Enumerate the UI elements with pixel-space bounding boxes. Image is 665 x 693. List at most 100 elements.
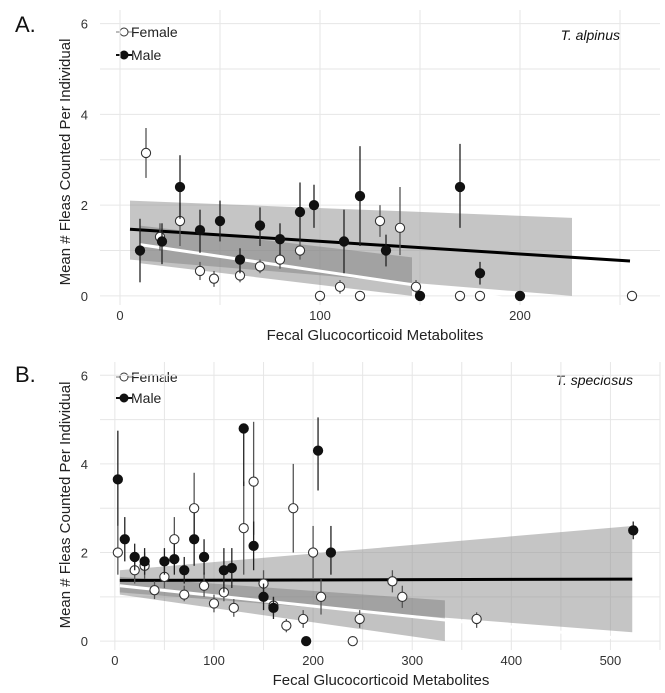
panel-b-x-tick-label: 0 [111,653,118,668]
panel-a-x-tick-label: 100 [309,308,331,323]
panel-a-point-female [314,290,326,302]
panel-a-point-female [194,265,206,277]
panel-b-point-female [149,585,160,596]
panel-b-point-male [159,556,170,567]
panel-b-point-female [189,503,200,514]
panel-b-point-male [198,551,210,563]
panel-a-ci-band-male [130,200,572,296]
panel-a-point-male [414,290,426,302]
panel-b-y-tick-label: 2 [81,546,88,561]
panel-b-point-female [248,476,259,487]
panel-a-fit-line-male [129,227,631,263]
panel-a-point-female [374,215,386,227]
panel-a-y-tick-label: 4 [81,107,88,122]
panel-b-point-female [228,602,239,614]
panel-b-y-tick-label: 4 [81,457,88,472]
panel-b-point-male [179,565,190,576]
panel-b-point-female [112,547,123,558]
panel-a-x-tick-label: 200 [509,308,531,323]
panel-a-point-male [454,181,466,193]
panel-b-fit-line-male [119,577,633,582]
panel-a-fit-line-female [139,243,505,300]
panel-a-point-female [626,290,638,302]
panel-a-point-male [514,290,526,302]
panel-b-point-female [179,589,190,600]
panel-b-point-female [354,613,365,625]
panel-b-point-female [397,591,408,602]
panel-b-point-male [628,525,639,536]
panel-b-point-female [315,591,327,602]
panel-a-plot: 0 100 200 0 2 4 6 [81,10,660,323]
panel-a-y-tick-label: 2 [81,198,88,213]
panel-b-point-female [281,620,292,631]
panel-b-point-female [198,580,210,591]
panel-b-point-female [347,635,358,647]
panel-a-point-female [140,147,152,159]
panel-b-point-male [238,423,249,434]
panel-b-y-axis-title: Mean # Fleas Counted Per Individual [57,382,74,629]
panel-b-x-tick-label: 400 [500,653,522,668]
panel-a-point-male [274,234,286,245]
panel-b-point-male [119,534,130,545]
panel-b-y-tick-label: 0 [81,634,88,649]
panel-b-point-male [139,556,150,567]
panel-a-y-tick-label: 6 [81,17,88,32]
panel-a-point-female [274,254,286,265]
panel-a-y-tick-label: 0 [81,289,88,304]
panel-b-point-female [169,534,180,545]
panel-b-legend-male: Male [131,390,162,406]
panel-a-letter: A. [15,12,36,37]
panel-b-point-female [208,598,220,609]
panel-a-legend-female: Female [131,24,178,40]
panel-a-point-male [134,245,146,256]
panel-a-point-female [410,281,422,292]
panel-b-point-male [258,591,269,602]
panel-a-y-axis-title: Mean # Fleas Counted Per Individual [57,39,74,286]
panel-b-point-male [301,635,312,647]
panel-b-x-tick-label: 100 [203,653,225,668]
panel-a-x-tick-label: 0 [116,308,123,323]
panel-b-point-male [226,562,237,574]
panel-a-point-male [308,200,320,211]
panel-a-point-male [214,215,226,227]
panel-a-point-female [254,261,266,272]
panel-b-x-tick-label: 200 [302,653,324,668]
panel-a-point-male [254,220,266,231]
panel-a-point-male [294,206,306,218]
panel-b-point-female [298,613,309,625]
panel-a-x-axis-title: Fecal Glucocorticoid Metabolites [267,327,484,344]
panel-b-point-male [325,547,337,558]
panel-b-point-female [238,523,249,534]
panel-a-point-female [454,290,466,302]
panel-b-species: T. speciosus [556,372,633,388]
panel-b-x-axis-title: Fecal Glucocorticoid Metabolites [273,672,490,689]
panel-b-x-tick-label: 300 [401,653,423,668]
panel-a-point-male [380,245,392,256]
panel-a-legend-male: Male [131,47,162,63]
panel-a-point-female [294,245,306,256]
panel-a-point-female [354,290,366,302]
panel-a-point-male [338,236,350,247]
panel-b-point-female [288,503,299,514]
panel-b-point-male [112,474,123,485]
panel-a-point-female [334,281,346,292]
panel-b-point-male [169,554,180,565]
panel-b-legend: Female Male [116,369,178,406]
panel-a-point-male [354,190,366,202]
panel-a-point-male [174,181,186,193]
panel-b-point-male [248,540,259,552]
panel-b-point-female [471,613,482,625]
panel-b-point-female [307,547,319,558]
panel-a-legend: Female Male [116,24,178,63]
panel-a-point-male [234,254,246,265]
panel-b-plot: 0 100 200 300 400 500 0 2 4 6 [81,362,661,668]
panel-b-point-male [189,534,200,545]
panel-a-point-female [394,222,406,233]
panel-a-point-male [474,268,486,279]
panel-b-point-male [312,445,324,456]
panel-b-x-tick-label: 500 [600,653,622,668]
panel-b-point-male [129,551,140,563]
panel-a-point-female [474,290,486,302]
panel-b-point-female [387,576,398,587]
